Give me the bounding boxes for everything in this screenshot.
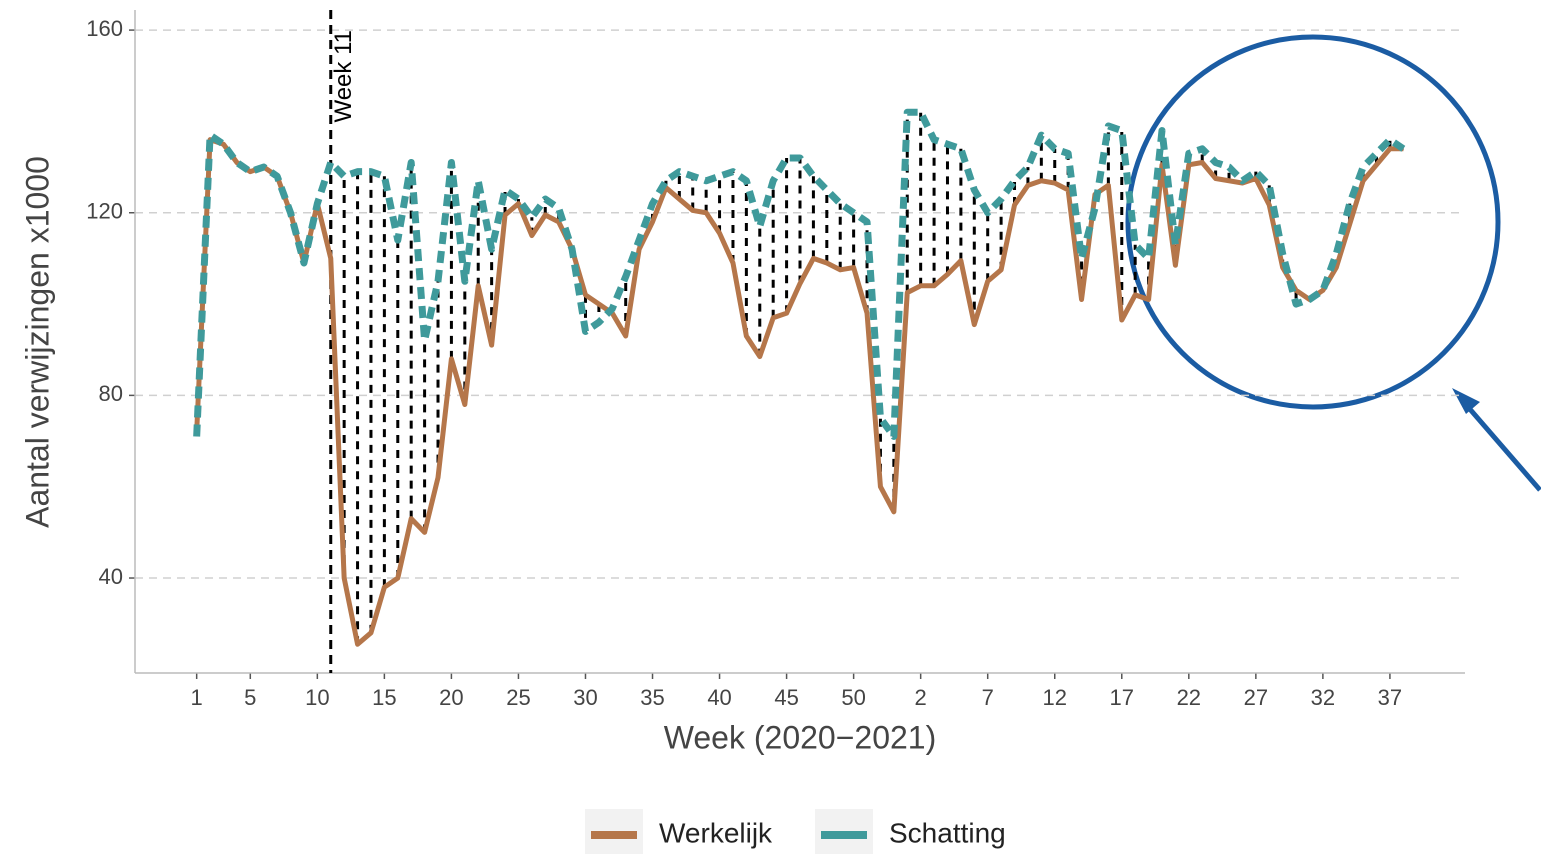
x-tick-label: 2 — [915, 685, 927, 710]
x-tick-label: 32 — [1311, 685, 1335, 710]
arrow-head — [1452, 388, 1480, 414]
reference-label: Week 11 — [330, 30, 357, 123]
series-line — [193, 108, 1406, 440]
x-tick-label: 17 — [1110, 685, 1134, 710]
x-tick-label: 27 — [1244, 685, 1268, 710]
x-axis-title: Week (2020−2021) — [664, 719, 936, 755]
y-tick-label: 80 — [99, 381, 123, 406]
highlight-circle — [1125, 34, 1501, 410]
x-tick-label: 30 — [573, 685, 597, 710]
x-tick-label: 7 — [982, 685, 994, 710]
x-tick-label: 1 — [191, 685, 203, 710]
x-tick-label: 25 — [506, 685, 530, 710]
arrow-shaft — [1460, 398, 1541, 492]
x-tick-label: 40 — [707, 685, 731, 710]
x-tick-label: 50 — [841, 685, 865, 710]
legend-label: Schatting — [889, 817, 1006, 848]
x-tick-label: 15 — [372, 685, 396, 710]
y-axis-title: Aantal verwijzingen x1000 — [19, 156, 55, 528]
series-line — [194, 137, 1404, 647]
x-tick-label: 20 — [439, 685, 463, 710]
x-tick-label: 5 — [244, 685, 256, 710]
x-tick-label: 45 — [774, 685, 798, 710]
legend-label: Werkelijk — [659, 817, 773, 848]
y-tick-label: 120 — [86, 199, 123, 224]
x-tick-label: 37 — [1378, 685, 1402, 710]
x-tick-label: 10 — [305, 685, 329, 710]
x-tick-label: 22 — [1177, 685, 1201, 710]
x-tick-label: 35 — [640, 685, 664, 710]
y-tick-label: 40 — [99, 564, 123, 589]
x-tick-label: 12 — [1042, 685, 1066, 710]
y-tick-label: 160 — [86, 16, 123, 41]
